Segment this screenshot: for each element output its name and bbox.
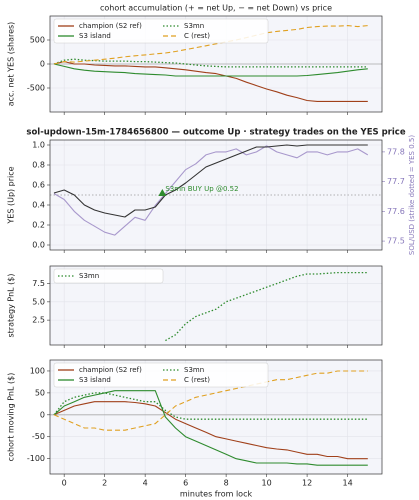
y-tick-label: 0.6 — [32, 181, 45, 190]
legend-label: S3mn — [184, 366, 204, 374]
legend-label: C (rest) — [184, 32, 210, 40]
x-tick-label: 12 — [302, 479, 312, 488]
y-tick-label: 5.0 — [32, 297, 45, 306]
y-tick-label: 0.4 — [32, 201, 45, 210]
legend: S3mn — [53, 268, 164, 284]
x-tick-label: 6 — [183, 479, 188, 488]
series-line — [53, 63, 368, 77]
series-line — [53, 61, 368, 102]
y-tick-label: -500 — [27, 84, 45, 93]
legend-label: C (rest) — [184, 376, 210, 384]
x-tick-label: 8 — [224, 479, 229, 488]
chart-title: sol-updown-15m-1784656800 — outcome Up ·… — [26, 128, 405, 138]
series-line — [53, 58, 368, 68]
plot-frame — [49, 265, 383, 346]
x-tick-label: 0 — [62, 479, 67, 488]
y-tick-label: -50 — [32, 432, 45, 441]
y-tick-label: 100 — [30, 366, 45, 375]
y-tick-label: 1.0 — [32, 141, 45, 150]
series-line — [53, 25, 368, 65]
y-tick-label: 7.5 — [32, 279, 45, 288]
y-tick-label: 50 — [35, 388, 45, 397]
y2-tick-label: 77.5 — [387, 237, 405, 246]
series-line — [53, 145, 369, 236]
series-line — [53, 401, 368, 460]
x-tick-label: 4 — [143, 479, 148, 488]
y-axis-label: strategy PnL ($) — [7, 274, 16, 338]
legend: champion (S2 ref) S3 island S3mn C (rest) — [53, 362, 269, 388]
legend-label: champion (S2 ref) — [79, 22, 142, 30]
chart-title: cohort accumulation (+ = net Up, − = net… — [100, 4, 332, 13]
y-tick-label: 0.2 — [32, 221, 45, 230]
y2-tick-label: 77.7 — [387, 177, 405, 186]
x-tick-label: 10 — [262, 479, 272, 488]
trade-marker — [158, 189, 167, 196]
legend-box — [53, 268, 164, 284]
series-line — [53, 370, 368, 431]
legend-label: champion (S2 ref) — [79, 366, 142, 374]
x-tick-label: 14 — [342, 479, 352, 488]
plot-frame — [49, 15, 383, 113]
legend-label: S3mn — [79, 272, 99, 280]
x-axis-label: minutes from lock — [180, 490, 253, 499]
legend-label: S3mn — [184, 22, 204, 30]
legend-box — [53, 18, 269, 44]
legend-label: S3 island — [79, 376, 111, 384]
trade-annotation: S3mn BUY Up @0.52 — [165, 185, 238, 193]
y-tick-label: 0.8 — [32, 161, 45, 170]
y-axis-label: acc. net YES (shares) — [7, 22, 16, 107]
legend-label: S3 island — [79, 32, 111, 40]
legend: champion (S2 ref) S3 island S3mn C (rest) — [53, 18, 269, 44]
y-tick-label: 0 — [40, 410, 45, 419]
plot-frame — [49, 139, 383, 251]
series-line — [53, 390, 368, 466]
y2-tick-label: 77.8 — [387, 147, 405, 156]
y-tick-label: 0.0 — [32, 241, 45, 250]
y-axis-label: cohort moving PnL ($) — [7, 373, 16, 462]
series-line — [53, 144, 368, 218]
series-line — [53, 392, 368, 420]
x-tick-label: 2 — [102, 479, 107, 488]
legend-box — [53, 362, 269, 388]
plot-frame — [49, 359, 383, 475]
y2-tick-label: 77.6 — [387, 207, 405, 216]
y-axis-label: YES (Up) price — [7, 166, 16, 224]
y-tick-label: 2.5 — [32, 316, 45, 325]
y-tick-label: 0 — [40, 60, 45, 69]
series-line — [165, 271, 368, 342]
y-tick-label: -100 — [27, 454, 45, 463]
y-tick-label: 500 — [30, 36, 45, 45]
y2-axis-label: SOL/USD (strike dotted = YES 0.5) — [408, 135, 416, 255]
